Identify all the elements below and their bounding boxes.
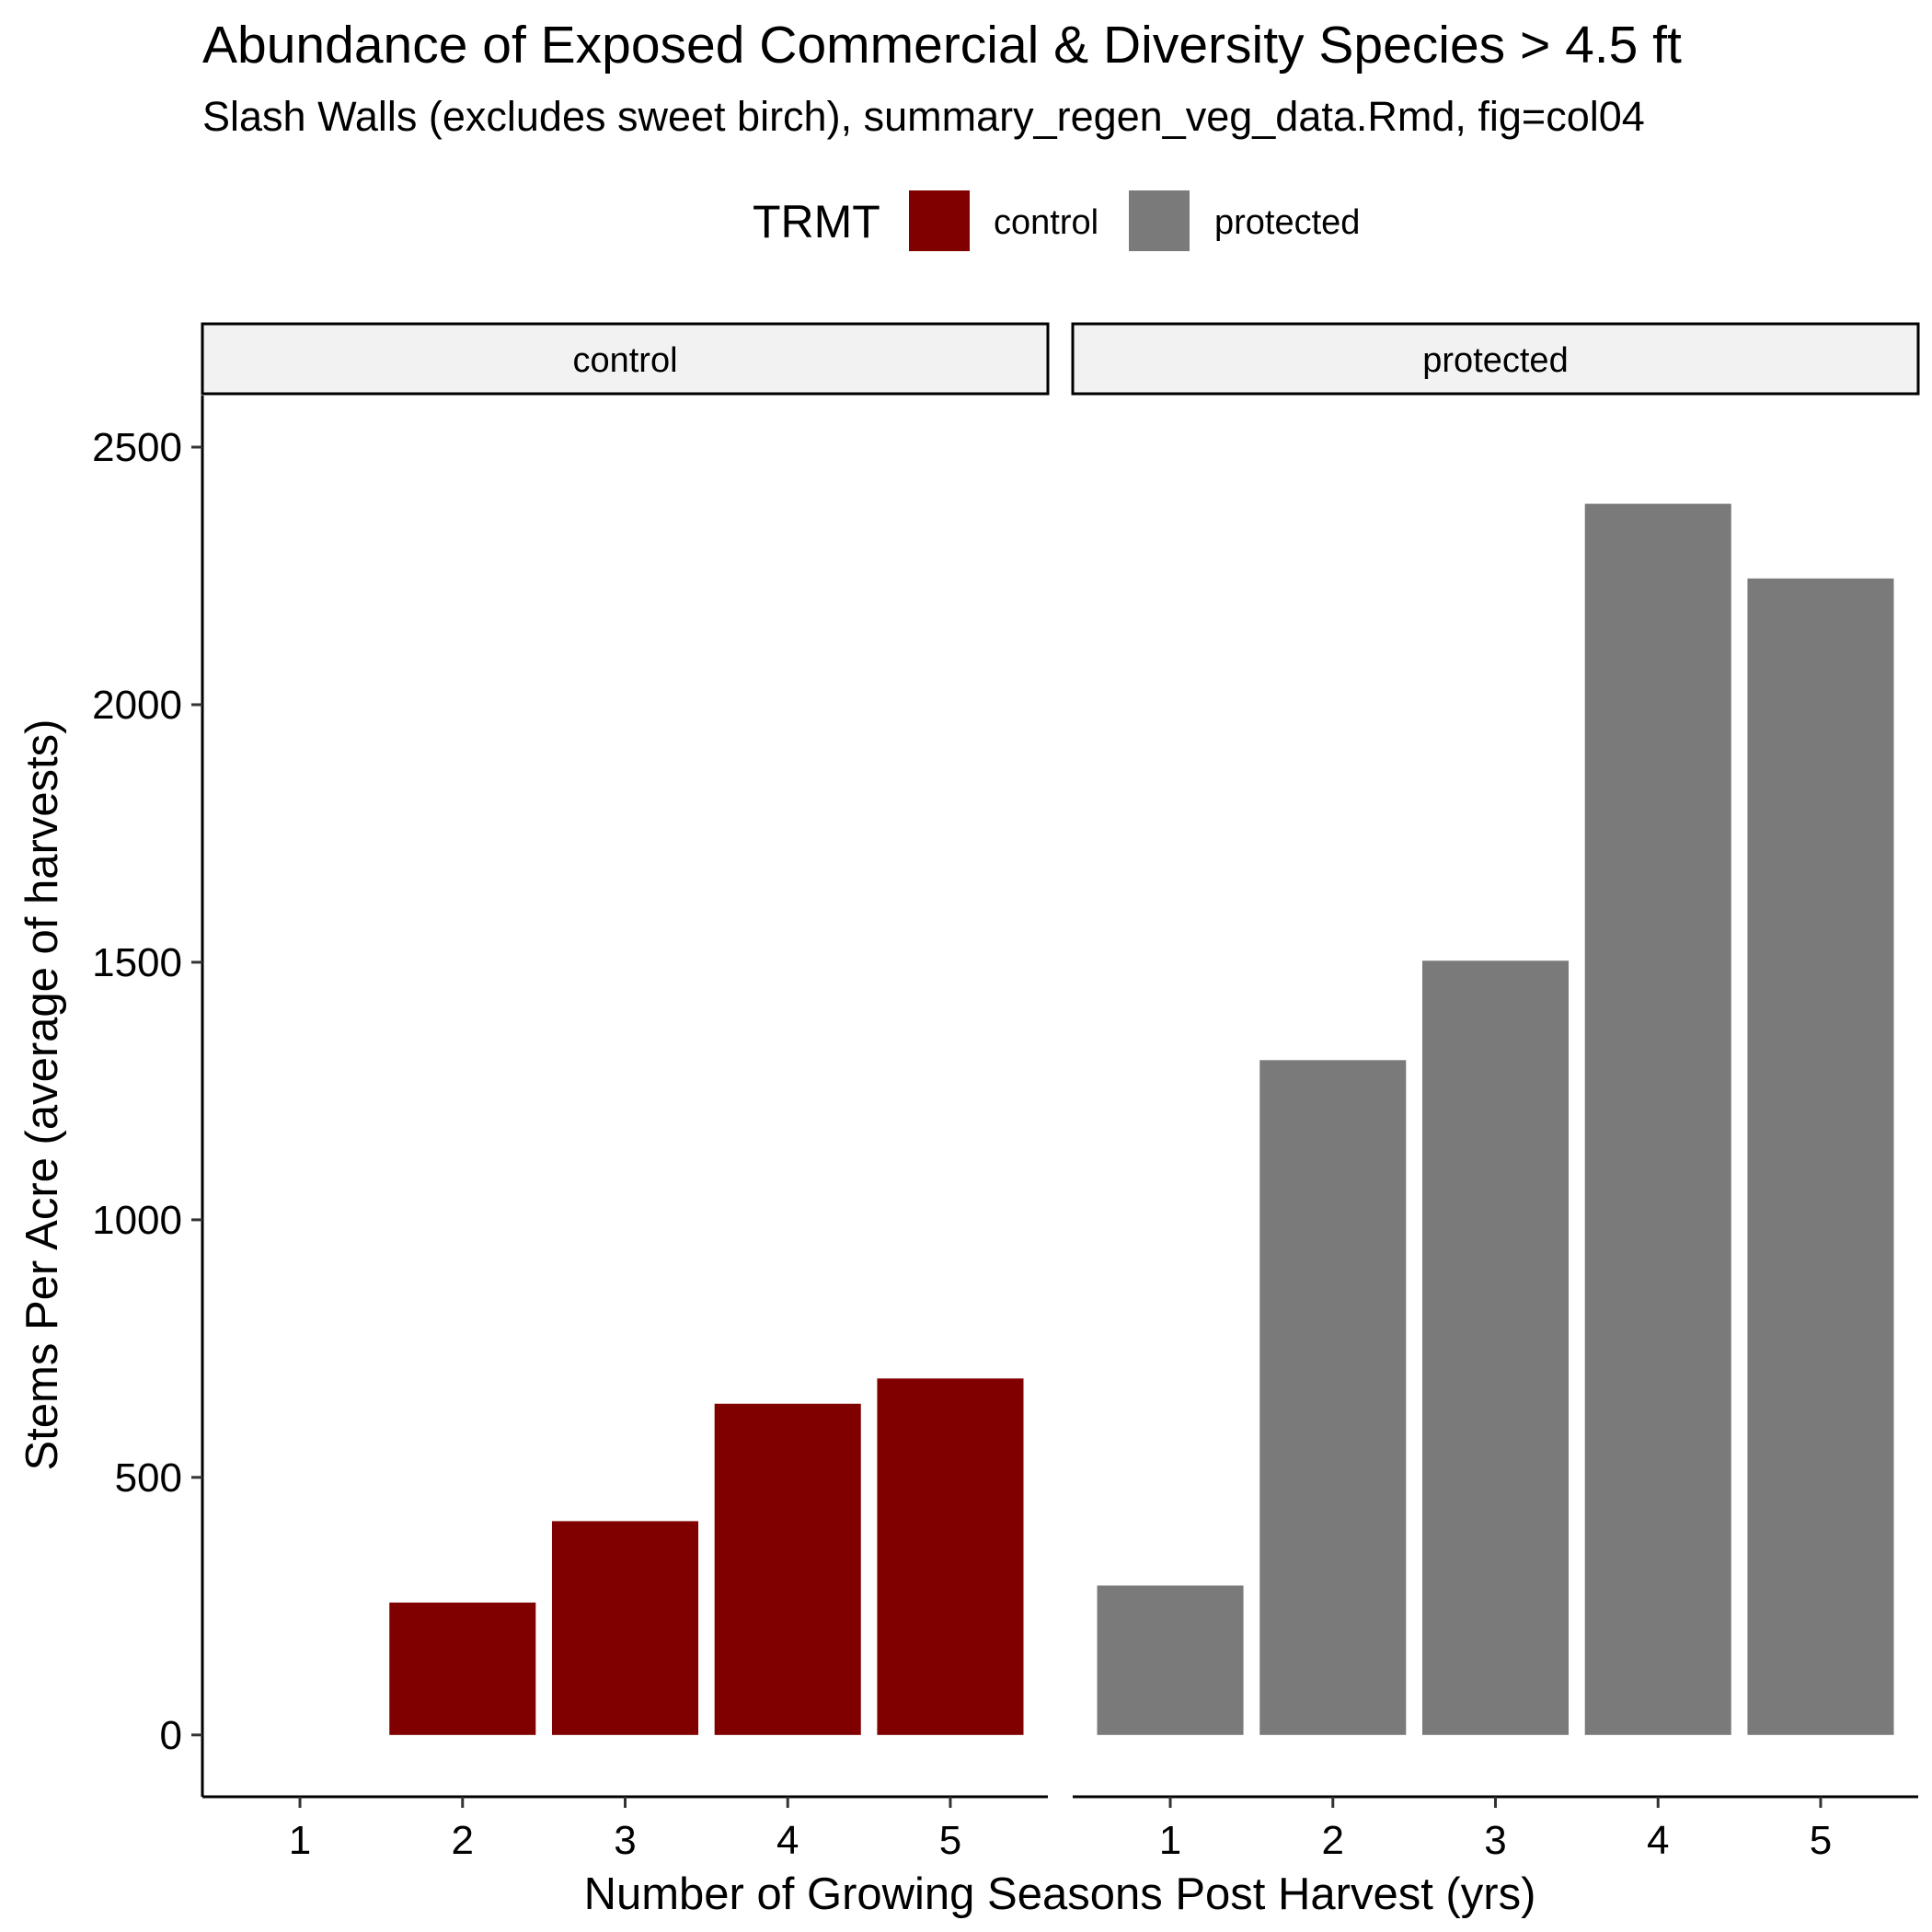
x-tick-label-control-5: 5: [939, 1818, 961, 1863]
legend-swatch-protected: [1129, 190, 1190, 251]
legend-label-protected: protected: [1214, 203, 1360, 242]
legend-swatch-control: [909, 190, 970, 251]
facet-panel-control: control 1 2 3 4 5 0 500 1000 1500 2000 2500: [92, 322, 1050, 1863]
x-tick-label-protected-4: 4: [1647, 1818, 1669, 1863]
bar-protected-1: [1097, 1585, 1244, 1735]
x-axis-title: Number of Growing Seasons Post Harvest (…: [584, 1869, 1536, 1919]
bar-protected-2: [1259, 1060, 1407, 1735]
bar-control-4: [714, 1403, 861, 1735]
bar-control-2: [389, 1602, 536, 1735]
x-tick-label-control-1: 1: [289, 1818, 311, 1863]
x-tick-label-control-4: 4: [776, 1818, 799, 1863]
facet-strip-label-protected: protected: [1422, 341, 1568, 380]
bar-control-3: [551, 1521, 699, 1735]
facet-strip-label-control: control: [572, 341, 677, 380]
x-tick-label-protected-2: 2: [1322, 1818, 1344, 1863]
bar-protected-3: [1421, 960, 1570, 1735]
legend: TRMT control protected: [753, 190, 1360, 251]
y-axis-title: Stems Per Acre (average of harvests): [17, 719, 67, 1471]
plot-area: control 1 2 3 4 5 0 500 1000 1500 2000 2500 protecte…: [92, 322, 1920, 1863]
y-tick-label-0: 0: [160, 1713, 182, 1758]
y-tick-label-1500: 1500: [92, 940, 182, 985]
facet-panel-protected: protected 1 2 3 4 5: [1071, 322, 1920, 1863]
legend-title: TRMT: [753, 196, 880, 247]
y-tick-label-2500: 2500: [92, 425, 182, 470]
y-tick-label-1000: 1000: [92, 1198, 182, 1243]
facet-strip-control: [201, 322, 1050, 396]
x-tick-label-control-2: 2: [452, 1818, 474, 1863]
x-tick-label-protected-3: 3: [1484, 1818, 1506, 1863]
x-tick-label-control-3: 3: [614, 1818, 636, 1863]
chart-subtitle: Slash Walls (excludes sweet birch), summ…: [202, 93, 1645, 140]
y-tick-label-2000: 2000: [92, 683, 182, 728]
chart-title: Abundance of Exposed Commercial & Divers…: [202, 16, 1682, 75]
bar-control-5: [877, 1378, 1024, 1735]
x-tick-label-protected-1: 1: [1159, 1818, 1181, 1863]
bar-protected-4: [1584, 503, 1731, 1735]
y-tick-label-500: 500: [115, 1455, 182, 1501]
x-tick-label-protected-5: 5: [1810, 1818, 1832, 1863]
bar-protected-5: [1747, 578, 1894, 1735]
facet-strip-protected: [1071, 322, 1920, 396]
legend-label-control: control: [994, 203, 1098, 242]
